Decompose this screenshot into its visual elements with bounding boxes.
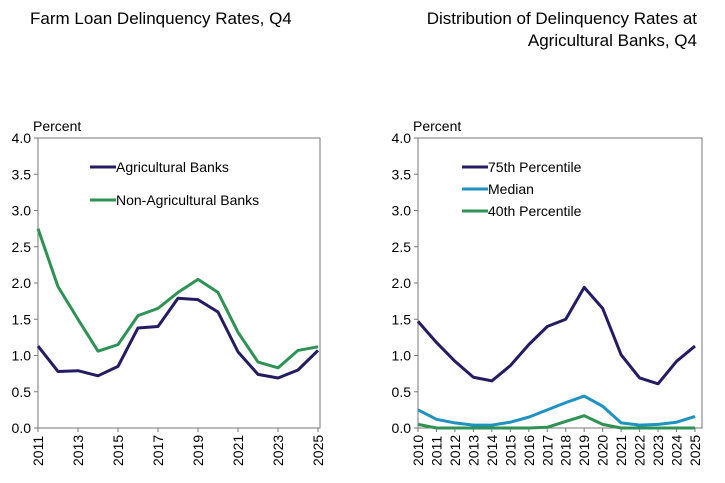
right-x-tick-label: 2024 [669, 435, 685, 466]
left-chart-title: Farm Loan Delinquency Rates, Q4 [30, 9, 292, 28]
left-legend-label: Non-Agricultural Banks [116, 192, 259, 208]
left-series-line-0 [36, 296, 320, 380]
right-x-tick-label: 2015 [502, 435, 518, 466]
right-x-tick-label: 2020 [595, 435, 611, 466]
right-series-line-0 [416, 285, 696, 386]
left-series-line-1 [36, 228, 319, 370]
right-y-tick-label: 1.0 [392, 348, 412, 364]
left-y-tick-label: 4.0 [12, 130, 32, 146]
left-x-tick-label: 2013 [70, 435, 86, 466]
left-x-tick-label: 2011 [30, 436, 46, 466]
left-plot-frame [37, 137, 321, 429]
left-x-tick-label: 2019 [190, 435, 206, 466]
right-chart-title: Distribution of Delinquency Rates at Agr… [426, 9, 697, 50]
right-y-tick-label: 3.5 [392, 166, 412, 182]
left-y-tick-label: 1.5 [12, 311, 32, 327]
right-y-tick-label: 0.0 [392, 420, 412, 436]
left-y-tick-label: 3.5 [12, 166, 32, 182]
right-x-tick-label: 2021 [613, 435, 629, 466]
right-legend-label: 40th Percentile [488, 203, 582, 219]
right-x-tick-label: 2019 [576, 435, 592, 466]
left-x-tick-label: 2017 [150, 435, 166, 466]
left-y-tick-label: 0.0 [12, 420, 32, 436]
right-x-tick-label: 2012 [447, 435, 463, 466]
right-x-tick-label: 2023 [650, 435, 666, 466]
left-y-tick-label: 2.5 [12, 239, 32, 255]
left-x-tick-label: 2021 [230, 435, 246, 466]
right-y-tick-label: 1.5 [392, 311, 412, 327]
right-y-tick-label: 2.5 [392, 239, 412, 255]
right-y-tick-label: 2.0 [392, 275, 412, 291]
right-y-tick-label: 3.0 [392, 203, 412, 219]
right-x-tick-label: 2010 [410, 435, 426, 466]
left-y-tick-label: 3.0 [12, 203, 32, 219]
right-x-tick-label: 2011 [428, 436, 444, 466]
right-x-tick-label: 2025 [687, 435, 703, 466]
right-series-line-2 [417, 414, 695, 430]
left-y-axis-label: Percent [33, 118, 81, 134]
left-y-tick-label: 2.0 [12, 275, 32, 291]
left-y-tick-label: 1.0 [12, 348, 32, 364]
right-x-tick-label: 2013 [465, 435, 481, 466]
right-series-line-1 [417, 394, 696, 427]
right-x-tick-label: 2018 [558, 435, 574, 466]
left-x-tick-label: 2025 [310, 435, 326, 466]
left-x-tick-label: 2023 [270, 435, 286, 466]
left-y-tick-label: 0.5 [12, 384, 32, 400]
right-legend-label: 75th Percentile [488, 159, 582, 175]
left-legend-label: Agricultural Banks [116, 159, 229, 175]
right-x-tick-label: 2016 [521, 435, 537, 466]
right-x-tick-label: 2022 [632, 435, 648, 466]
left-x-tick-label: 2015 [110, 435, 126, 466]
right-y-tick-label: 0.5 [392, 384, 412, 400]
right-y-axis-label: Percent [413, 118, 461, 134]
right-x-tick-label: 2017 [539, 435, 555, 466]
right-y-tick-label: 4.0 [392, 130, 412, 146]
right-legend-label: Median [488, 181, 534, 197]
right-x-tick-label: 2014 [484, 435, 500, 466]
